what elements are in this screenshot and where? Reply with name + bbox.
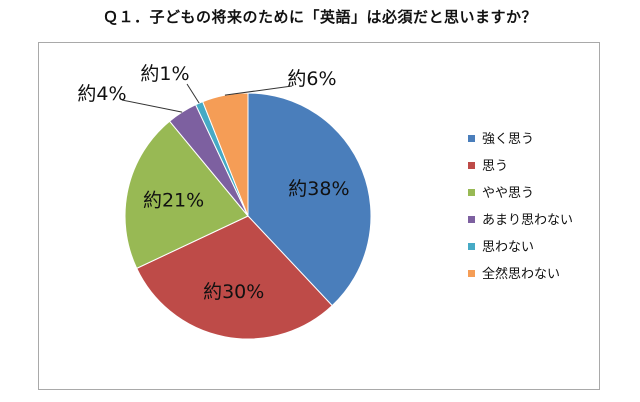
data-label-6: 約6%: [287, 68, 336, 90]
pie-slice-2: [136, 215, 333, 340]
legend-label-1: 強く思う: [482, 132, 534, 147]
legend-label-3: やや思う: [482, 186, 534, 201]
data-label-2: 約30%: [203, 281, 264, 303]
legend-label-4: あまり思わない: [482, 213, 573, 228]
legend-swatch-4: [468, 216, 475, 223]
chart-title: Ｑ１．子どもの将来のために「英語」は必須だと思いますか？: [102, 8, 537, 26]
data-label-1: 約38%: [288, 178, 349, 200]
leader-line-4: [121, 99, 183, 113]
legend-swatch-3: [468, 189, 475, 196]
data-label-3: 約21%: [143, 189, 204, 211]
pie-slices: [124, 92, 372, 340]
data-label-4: 約4%: [77, 83, 126, 105]
legend-label-5: 思わない: [482, 240, 534, 255]
legend-swatch-6: [468, 270, 475, 277]
legend-label-6: 全然思わない: [482, 266, 560, 282]
leader-line-5: [186, 83, 200, 104]
data-label-5: 約1%: [140, 63, 189, 85]
leader-lines: [121, 83, 293, 113]
pie-slice-1: [247, 92, 372, 307]
pie-slice-3: [124, 120, 249, 270]
leader-line-6: [224, 85, 293, 96]
slice-labels: 約38% 約30% 約21% 約4% 約1% 約6%: [77, 63, 349, 303]
legend-swatch-1: [468, 135, 475, 142]
legend-swatch-2: [468, 162, 475, 169]
legend-swatch-5: [468, 243, 475, 250]
legend-label-2: 思う: [482, 159, 508, 174]
